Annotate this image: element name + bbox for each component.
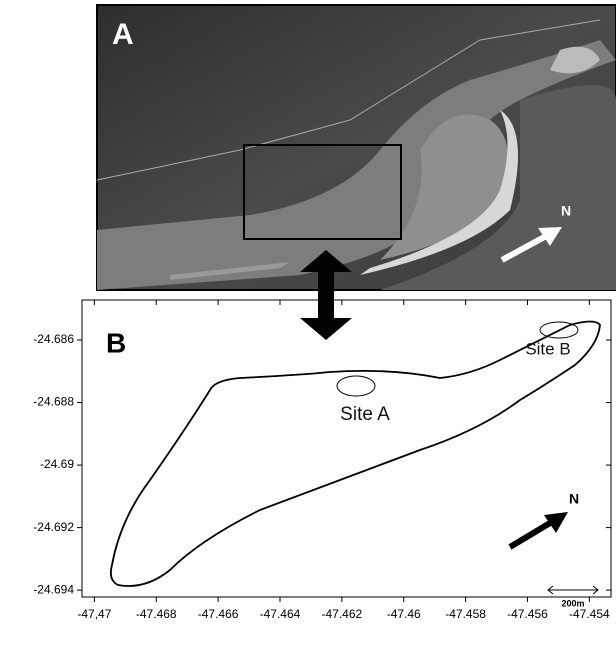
y-tick-label: -24.69: [40, 457, 74, 471]
scale-bar: [547, 585, 599, 595]
island-outline: [109, 320, 601, 587]
x-tick-label: -47.454: [569, 607, 610, 621]
map-frame: [81, 299, 612, 598]
y-tick-label: -24.686: [33, 332, 74, 346]
y-tick-label: -24.694: [33, 582, 74, 596]
link-arrow: [300, 250, 352, 340]
scale-label: 200m: [561, 598, 584, 608]
panel-label: A: [112, 18, 134, 51]
north-arrow-head: [544, 512, 568, 533]
site-label: Site A: [340, 404, 390, 425]
x-tick-label: -47.462: [322, 607, 363, 621]
x-tick-label: -47.466: [198, 607, 239, 621]
x-tick-label: -47,47: [77, 607, 111, 621]
panel-label: B: [106, 327, 126, 358]
north-label: N: [561, 203, 571, 219]
north-arrow: [508, 517, 557, 550]
x-tick-label: -47.46: [387, 607, 421, 621]
y-tick-label: -24.692: [33, 520, 74, 534]
x-tick-label: -47.468: [136, 607, 177, 621]
satellite-image: [96, 4, 616, 291]
site-marker: [336, 375, 376, 397]
site-label: Site B: [525, 339, 570, 358]
y-tick-label: -24.688: [33, 395, 74, 409]
x-tick-label: -47.464: [260, 607, 301, 621]
site-marker: [539, 321, 579, 339]
north-label: N: [569, 491, 579, 507]
x-tick-label: -47.456: [507, 607, 548, 621]
x-tick-label: -47.458: [445, 607, 486, 621]
